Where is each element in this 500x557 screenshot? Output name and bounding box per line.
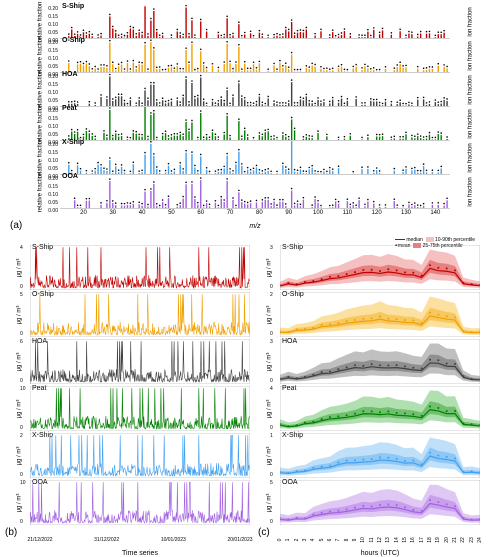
spectrum-row-o-ship: O-Shiprelative fractionion fraction0.200…	[60, 39, 450, 73]
panel-a-label: (a)	[10, 220, 22, 231]
panel-c-label: (c)	[258, 527, 270, 538]
y-label-right: ion fraction	[467, 177, 473, 206]
diurnal-row-x-ship: X-Shipμg / m³01	[280, 433, 480, 478]
spectrum-row-hoa: HOArelative fractionion fraction0.200.15…	[60, 73, 450, 107]
timeseries-row-x-ship: X-Shipμg / m³02	[30, 433, 250, 478]
y-label-right: ion fraction	[467, 75, 473, 104]
timeseries-row-hoa: HOAμg / m³06	[30, 339, 250, 384]
spectrum-row-x-ship: X-Shiprelative fractionion fraction0.200…	[60, 141, 450, 175]
diurnal-row-s-ship: S-Shipμg / m³03	[280, 245, 480, 290]
spectrum-row-s-ship: S-Shiprelative fractionion fraction0.200…	[60, 5, 450, 39]
y-label-right: ion fraction	[467, 7, 473, 36]
diurnal-row-ooa: OOAμg / m³05	[280, 480, 480, 525]
timeseries-row-ooa: OOAμg / m³010	[30, 480, 250, 525]
panel-a: S-Shiprelative fractionion fraction0.200…	[60, 5, 450, 205]
y-label-right: ion fraction	[467, 109, 473, 138]
x-label-c: hours (UTC)	[361, 550, 400, 557]
timeseries-row-o-ship: O-Shipμg / m³05	[30, 292, 250, 337]
diurnal-row-hoa: HOAμg / m³03	[280, 339, 480, 384]
timeseries-row-s-ship: S-Shipμg / m³04	[30, 245, 250, 290]
y-label-right: ion fraction	[467, 41, 473, 70]
panel-b: S-Shipμg / m³04O-Shipμg / m³05HOAμg / m³…	[30, 245, 250, 535]
x-label-a: m/z	[249, 223, 260, 230]
panel-b-label: (b)	[5, 527, 17, 538]
diurnal-row-o-ship: O-Shipμg / m³02	[280, 292, 480, 337]
timeseries-row-peat: Peatμg / m³010	[30, 386, 250, 431]
diurnal-row-peat: Peatμg / m³04	[280, 386, 480, 431]
spectrum-row-peat: Peatrelative fractionion fraction0.200.1…	[60, 107, 450, 141]
spectrum-row-ooa: OOArelative fractionion fraction0.200.15…	[60, 175, 450, 209]
x-label-b: Time series	[122, 550, 158, 557]
y-label-right: ion fraction	[467, 143, 473, 172]
panel-c: median 10-90th percentile •• mean 25-75t…	[280, 245, 480, 535]
